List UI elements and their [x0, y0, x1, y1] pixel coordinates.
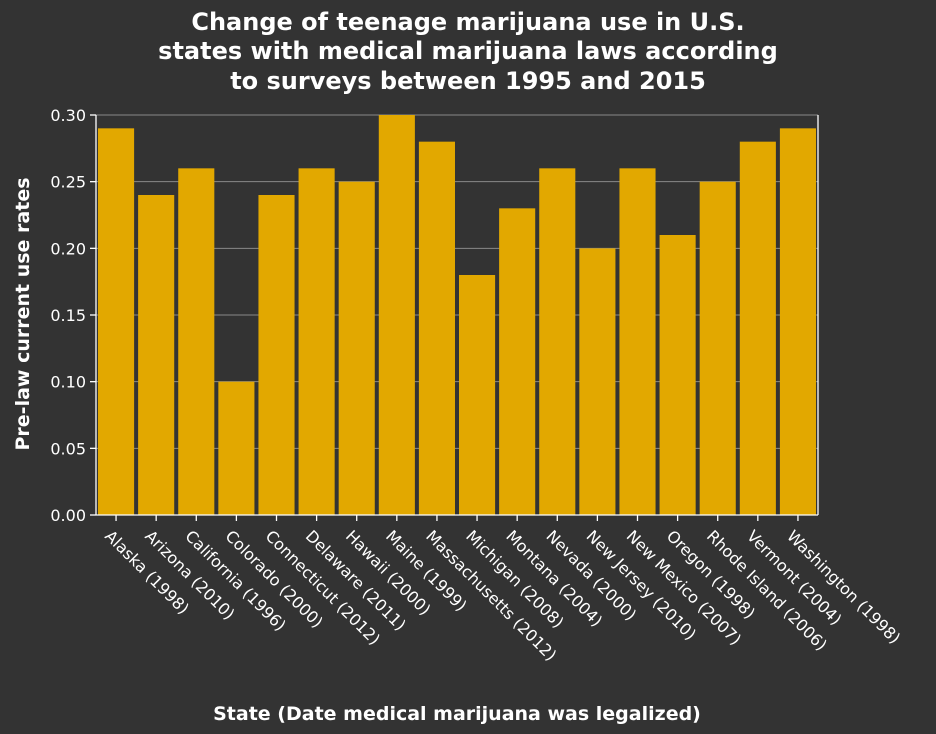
chart-title-line-2: states with medical marijuana laws accor…: [158, 37, 778, 65]
bar: [418, 141, 455, 515]
y-tick-label: 0.30: [50, 106, 86, 125]
bar: [459, 275, 496, 515]
y-tick-label: 0.10: [50, 373, 86, 392]
bar: [579, 248, 616, 516]
chart-title: Change of teenage marijuana use in U.S. …: [158, 8, 778, 95]
bar: [539, 168, 576, 516]
chart-title-line-3: to surveys between 1995 and 2015: [230, 67, 706, 95]
bar: [779, 128, 816, 516]
chart-title-line-1: Change of teenage marijuana use in U.S.: [191, 8, 744, 36]
y-tick-label: 0.15: [50, 306, 86, 325]
bars: [98, 115, 816, 516]
bar: [659, 235, 696, 515]
y-tick-label: 0.00: [50, 506, 86, 525]
x-axis-ticks: Alaska (1998)Arizona (2010)California (1…: [101, 515, 904, 665]
bar: [138, 195, 175, 515]
bar: [499, 208, 536, 516]
bar: [699, 181, 736, 515]
y-axis-ticks: 0.00 0.05 0.10 0.15 0.20 0.25 0.30: [50, 106, 96, 525]
bar: [178, 168, 215, 516]
bar: [338, 181, 375, 515]
y-tick-label: 0.20: [50, 239, 86, 258]
y-tick-label: 0.05: [50, 439, 86, 458]
y-tick-label: 0.25: [50, 173, 86, 192]
bar: [98, 128, 135, 516]
gridlines: [96, 114, 818, 449]
bar: [218, 381, 255, 515]
y-axis-label: Pre-law current use rates: [12, 177, 34, 450]
x-axis-label: State (Date medical marijuana was legali…: [213, 703, 701, 725]
bar: [378, 115, 415, 515]
bar: [739, 141, 776, 515]
bar: [258, 195, 295, 515]
bar: [619, 168, 656, 516]
bar: [298, 168, 335, 516]
